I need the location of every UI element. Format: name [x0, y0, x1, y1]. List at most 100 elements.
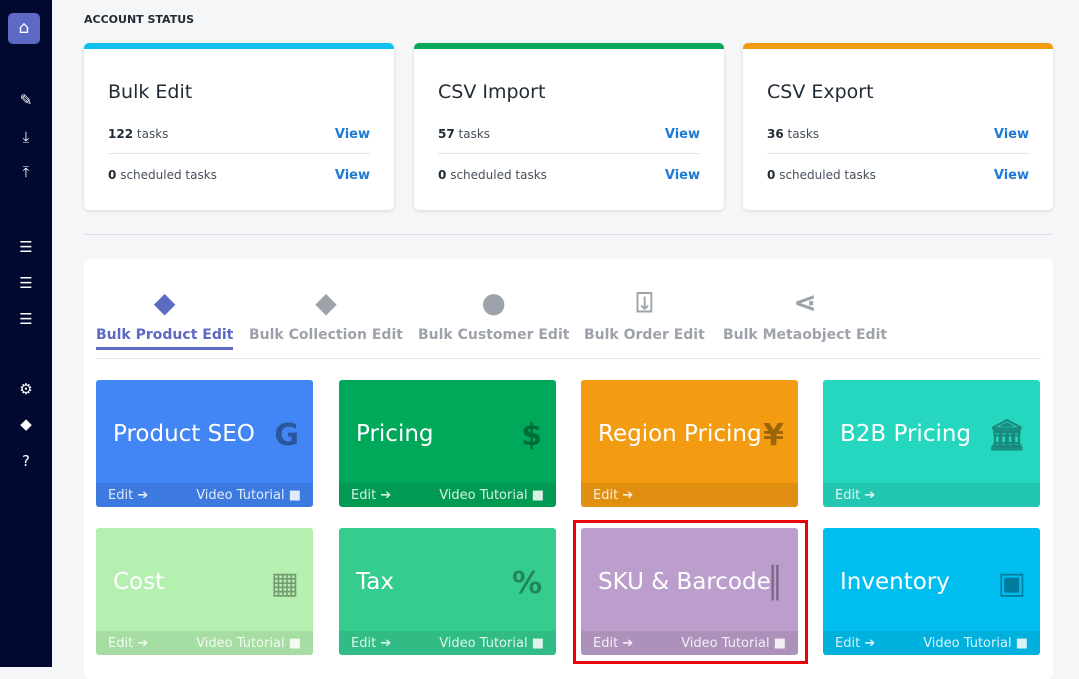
- list-download-icon[interactable]: ☰: [19, 274, 33, 292]
- video-camera-icon: ■: [288, 635, 301, 651]
- video-tutorial-link[interactable]: Video Tutorial ■: [196, 487, 301, 503]
- tags-icon[interactable]: ◆: [20, 415, 32, 433]
- tile-title: Cost: [113, 569, 165, 595]
- tab-bulk-order-edit[interactable]: ⍗ Bulk Order Edit: [584, 279, 705, 343]
- video-tutorial-link[interactable]: Video Tutorial ■: [923, 635, 1028, 651]
- scheduled-count: 0 scheduled tasks: [438, 168, 547, 182]
- divider: [84, 234, 1053, 235]
- view-tasks-link[interactable]: View: [664, 127, 700, 142]
- edit-link[interactable]: Edit ➔: [835, 487, 876, 503]
- tasks-count: 57 tasks: [438, 127, 491, 141]
- tab-label: Bulk Collection Edit: [249, 327, 403, 343]
- tile-cost[interactable]: Cost ▦ Edit ➔ Video Tutorial ■: [96, 528, 313, 655]
- card-title: Bulk Edit: [108, 81, 193, 103]
- edit-link[interactable]: Edit ➔: [593, 487, 634, 503]
- boxes-icon: ▣: [997, 566, 1026, 601]
- video-camera-icon: ■: [288, 487, 301, 503]
- video-camera-icon: ■: [1015, 635, 1028, 651]
- gear-icon[interactable]: ⚙: [19, 380, 33, 398]
- divider: [767, 153, 1029, 154]
- arrow-right-circle-icon: ➔: [864, 487, 876, 503]
- edit-link[interactable]: Edit ➔: [108, 487, 149, 503]
- tab-label: Bulk Customer Edit: [418, 327, 570, 343]
- divider: [438, 153, 700, 154]
- view-tasks-link[interactable]: View: [993, 127, 1029, 142]
- scheduled-count: 0 scheduled tasks: [108, 168, 217, 182]
- upload-icon[interactable]: ⤒: [22, 163, 30, 181]
- tile-title: Tax: [356, 569, 394, 595]
- tasks-count: 122 tasks: [108, 127, 169, 141]
- arrow-right-circle-icon: ➔: [864, 635, 876, 651]
- account-status-title: ACCOUNT STATUS: [84, 13, 195, 26]
- edit-link[interactable]: Edit ➔: [351, 487, 392, 503]
- tile-title: Inventory: [840, 569, 950, 595]
- view-tasks-link[interactable]: View: [334, 127, 370, 142]
- highlight-box: [573, 520, 808, 664]
- help-icon[interactable]: ?: [22, 452, 30, 470]
- status-card: Bulk Edit 122 tasks View 0 scheduled task…: [84, 43, 394, 210]
- tab-bulk-metaobject-edit[interactable]: ⋖ Bulk Metaobject Edit: [723, 279, 887, 343]
- google-icon: G: [274, 418, 299, 453]
- card-title: CSV Export: [767, 81, 874, 103]
- tile-b2b-pricing[interactable]: B2B Pricing 🏛 Edit ➔: [823, 380, 1040, 507]
- arrow-right-circle-icon: ➔: [380, 635, 392, 651]
- status-card: CSV Import 57 tasks View 0 scheduled task…: [414, 43, 724, 210]
- video-tutorial-link[interactable]: Video Tutorial ■: [196, 635, 301, 651]
- view-scheduled-link[interactable]: View: [993, 168, 1029, 183]
- arrow-right-circle-icon: ➔: [137, 487, 149, 503]
- tile-title: Product SEO: [113, 421, 255, 447]
- status-card: CSV Export 36 tasks View 0 scheduled task…: [743, 43, 1053, 210]
- tab-bulk-collection-edit[interactable]: ◆ Bulk Collection Edit: [249, 279, 403, 343]
- tile-tax[interactable]: Tax % Edit ➔ Video Tutorial ■: [339, 528, 556, 655]
- tasks-count: 36 tasks: [767, 127, 820, 141]
- download-box-icon: ⍗: [636, 286, 653, 319]
- tab-bulk-customer-edit[interactable]: ● Bulk Customer Edit: [418, 279, 569, 343]
- arrow-right-circle-icon: ➔: [622, 487, 634, 503]
- share-icon: ⋖: [793, 286, 817, 319]
- video-tutorial-link[interactable]: Video Tutorial ■: [681, 635, 786, 651]
- bank-icon: 🏛: [987, 418, 1026, 453]
- percent-icon: %: [511, 566, 542, 601]
- edit-link[interactable]: Edit ➔: [108, 635, 149, 651]
- edit-link[interactable]: Edit ➔: [351, 635, 392, 651]
- tile-title: Region Pricing: [598, 421, 762, 447]
- barcode-icon: ║: [765, 566, 784, 601]
- video-camera-icon: ■: [773, 635, 786, 651]
- list-upload-icon[interactable]: ☰: [19, 310, 33, 328]
- divider: [108, 153, 370, 154]
- pencil-icon[interactable]: ✎: [19, 91, 33, 109]
- tab-bulk-product-edit[interactable]: ◆ Bulk Product Edit: [96, 279, 234, 350]
- tab-label: Bulk Metaobject Edit: [723, 327, 888, 343]
- sidebar: ⌂ ✎ ⤓ ⤒ ☰ ☰ ☰ ⚙ ◆ ?: [0, 0, 52, 667]
- arrow-right-circle-icon: ➔: [137, 635, 149, 651]
- tab-divider: [96, 358, 1041, 359]
- video-tutorial-link[interactable]: Video Tutorial ■: [439, 487, 544, 503]
- tile-pricing[interactable]: Pricing $ Edit ➔ Video Tutorial ■: [339, 380, 556, 507]
- yen-icon: ¥: [763, 418, 784, 453]
- list-edit-icon[interactable]: ☰: [19, 238, 33, 256]
- card-title: CSV Import: [438, 81, 546, 103]
- tile-region-pricing[interactable]: Region Pricing ¥ Edit ➔: [581, 380, 798, 507]
- arrow-right-circle-icon: ➔: [380, 487, 392, 503]
- video-camera-icon: ■: [531, 487, 544, 503]
- dollar-icon: $: [521, 418, 542, 453]
- video-tutorial-link[interactable]: Video Tutorial ■: [439, 635, 544, 651]
- tab-label: Bulk Order Edit: [584, 327, 705, 343]
- home-icon[interactable]: ⌂: [8, 13, 40, 44]
- tab-label: Bulk Product Edit: [96, 327, 234, 350]
- tile-product-seo[interactable]: Product SEO G Edit ➔ Video Tutorial ■: [96, 380, 313, 507]
- download-icon[interactable]: ⤓: [22, 128, 30, 146]
- edit-link[interactable]: Edit ➔: [835, 635, 876, 651]
- edit-link[interactable]: Edit ➔: [593, 635, 634, 651]
- user-icon: ●: [481, 286, 506, 319]
- tile-sku-barcode[interactable]: SKU & Barcode ║ Edit ➔ Video Tutorial ■: [581, 528, 798, 655]
- tags-icon: ◆: [315, 286, 337, 319]
- view-scheduled-link[interactable]: View: [334, 168, 370, 183]
- scheduled-count: 0 scheduled tasks: [767, 168, 876, 182]
- tile-title: Pricing: [356, 421, 434, 447]
- arrow-right-circle-icon: ➔: [622, 635, 634, 651]
- tile-inventory[interactable]: Inventory ▣ Edit ➔ Video Tutorial ■: [823, 528, 1040, 655]
- calculator-icon: ▦: [270, 566, 299, 601]
- video-camera-icon: ■: [531, 635, 544, 651]
- view-scheduled-link[interactable]: View: [664, 168, 700, 183]
